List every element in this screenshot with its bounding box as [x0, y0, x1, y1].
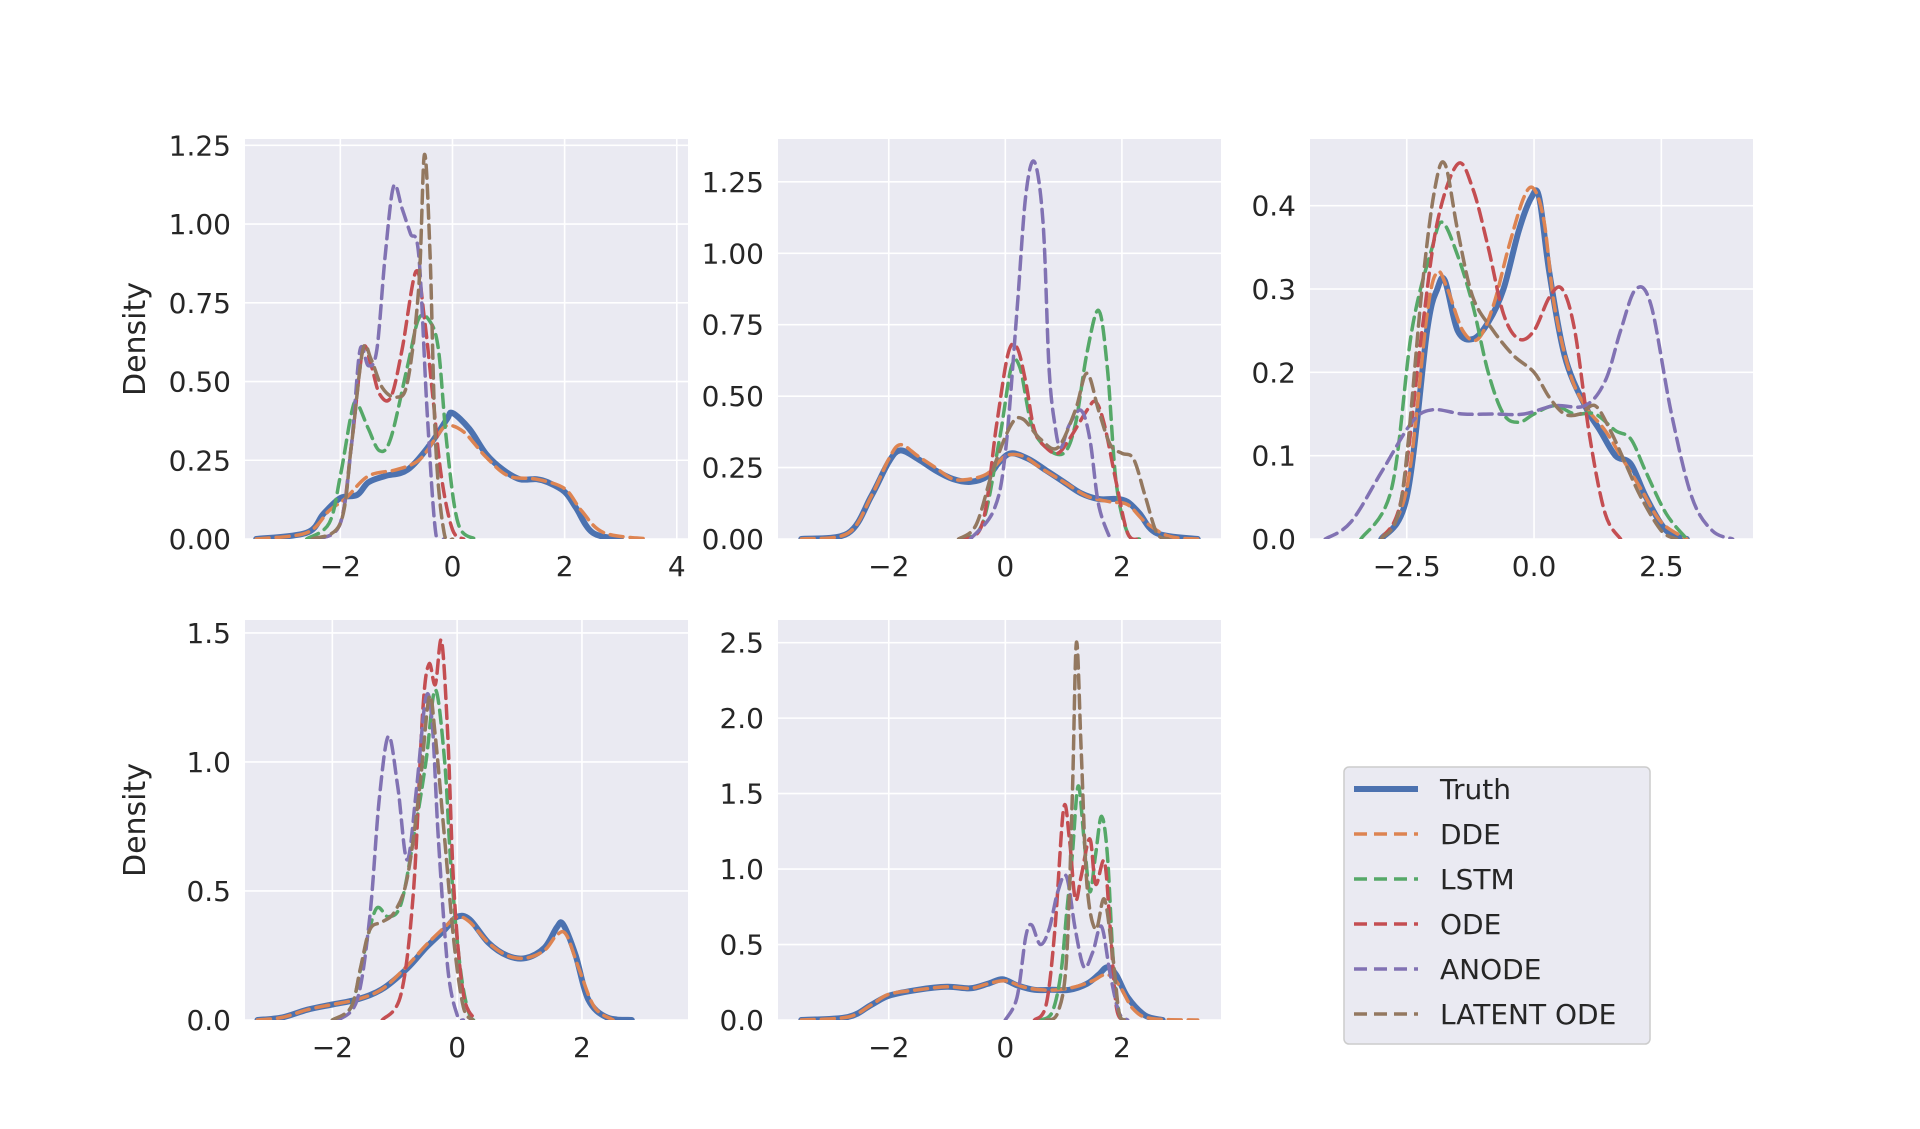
subplot-row2-col2: 0.0 0.5 1.0 1.5 2.0 2.5 −2 0 2	[719, 620, 1221, 1064]
y-tick-label: 0.50	[702, 380, 764, 413]
y-tick-label: 1.25	[169, 129, 231, 162]
series-line-latent-ode	[956, 371, 1171, 539]
legend-label: ANODE	[1440, 953, 1541, 986]
legend-entries: Truth DDE LSTM ODE ANODE LATENT ODE	[1354, 773, 1616, 1031]
series-line-latent-ode	[1379, 160, 1679, 539]
series-line-ode	[1379, 161, 1623, 539]
series-line-latent-ode	[310, 152, 455, 539]
subplot-row1-col1: 0.00 0.25 0.50 0.75 1.00 1.25 −2 0 2 4 Density	[118, 129, 688, 583]
y-tick-label: 0.5	[719, 929, 764, 962]
x-tick-label: 0	[448, 1031, 466, 1064]
x-tick-label: −2.5	[1373, 550, 1441, 583]
series-line-anode	[1323, 285, 1735, 539]
y-tick-label: 0.5	[186, 875, 231, 908]
series-line-dde	[799, 972, 1200, 1020]
legend-entry-truth: Truth	[1354, 773, 1511, 806]
x-tick-label: 2.5	[1639, 550, 1684, 583]
y-axis-label: Density	[118, 763, 153, 877]
y-tick-label: 0.4	[1251, 190, 1296, 223]
x-tick-label: 0	[444, 550, 462, 583]
legend-label: LSTM	[1440, 863, 1515, 896]
y-tick-label: 0.0	[719, 1004, 764, 1037]
y-tick-label: 0.1	[1251, 440, 1296, 473]
x-tick-label: −2	[320, 550, 361, 583]
plot-area	[778, 620, 1221, 1020]
plot-area	[245, 620, 688, 1020]
y-tick-label: 0.3	[1251, 273, 1296, 306]
plot-area	[245, 139, 688, 539]
legend-entry-latent-ode: LATENT ODE	[1354, 998, 1616, 1031]
series-line-ode	[316, 269, 466, 539]
series-line-latent-ode	[1044, 640, 1127, 1020]
legend-frame	[1343, 766, 1651, 1045]
legend-label: Truth	[1439, 773, 1511, 806]
series-line-dde	[255, 914, 615, 1020]
x-tick-label: −2	[312, 1031, 353, 1064]
subplot-row1-col3: 0.0 0.1 0.2 0.3 0.4 −2.5 0.0 2.5	[1251, 139, 1753, 583]
y-axis-label: Density	[118, 282, 153, 396]
y-tick-label: 1.0	[186, 746, 231, 779]
y-tick-label: 0.50	[169, 366, 231, 399]
legend: Truth DDE LSTM ODE ANODE LATENT ODE	[1343, 766, 1651, 1045]
legend-entry-anode: ANODE	[1354, 953, 1541, 986]
x-tick-label: −2	[868, 1031, 909, 1064]
plot-area	[778, 139, 1221, 539]
legend-entry-lstm: LSTM	[1354, 863, 1515, 896]
x-tick-label: 2	[573, 1031, 591, 1064]
x-tick-label: 2	[556, 550, 574, 583]
subplot-row2-col1: 0.0 0.5 1.0 1.5 −2 0 2 Density	[118, 617, 688, 1064]
y-tick-label: 0.0	[186, 1004, 231, 1037]
series-line-dde	[254, 423, 651, 539]
legend-label: DDE	[1440, 818, 1501, 851]
y-tick-label: 1.0	[719, 853, 764, 886]
y-tick-label: 0.2	[1251, 356, 1296, 389]
y-tick-label: 0.75	[702, 309, 764, 342]
y-tick-label: 0.25	[702, 452, 764, 485]
y-tick-label: 2.5	[719, 627, 764, 660]
series-line-anode	[1003, 873, 1130, 1020]
x-tick-label: 2	[1113, 1031, 1131, 1064]
y-tick-label: 2.0	[719, 702, 764, 735]
y-tick-label: 0.75	[169, 287, 231, 320]
y-tick-label: 1.00	[702, 237, 764, 270]
legend-entry-ode: ODE	[1354, 908, 1501, 941]
y-tick-label: 1.5	[186, 617, 231, 650]
y-tick-label: 0.00	[169, 523, 231, 556]
x-tick-label: 0	[996, 1031, 1014, 1064]
y-tick-label: 1.25	[702, 166, 764, 199]
legend-label: LATENT ODE	[1440, 998, 1616, 1031]
series-line-dde	[1379, 185, 1689, 539]
legend-entry-dde: DDE	[1354, 818, 1501, 851]
x-tick-label: −2	[868, 550, 909, 583]
y-tick-label: 1.00	[169, 208, 231, 241]
series-line-ode	[380, 638, 478, 1020]
subplot-grid: 0.000.250.500.751.001.25−2 0 2 4Density0.00…	[118, 129, 1753, 1064]
series-line-anode	[968, 159, 1113, 539]
x-tick-label: 2	[1113, 550, 1131, 583]
y-tick-label: 1.5	[719, 778, 764, 811]
x-tick-label: 0.0	[1512, 550, 1557, 583]
y-tick-label: 0.25	[169, 444, 231, 477]
series-line-anode	[336, 691, 466, 1020]
x-tick-label: 4	[668, 550, 686, 583]
series-line-ode	[956, 342, 1142, 539]
legend-label: ODE	[1440, 908, 1501, 941]
x-tick-label: 0	[996, 550, 1014, 583]
series-line-lstm	[304, 313, 477, 539]
y-tick-label: 0.00	[702, 523, 764, 556]
series-line-latent-ode	[330, 693, 475, 1020]
y-tick-label: 0.0	[1251, 523, 1296, 556]
subplot-row1-col2: 0.00 0.25 0.50 0.75 1.00 1.25 −2 0 2	[702, 139, 1221, 583]
